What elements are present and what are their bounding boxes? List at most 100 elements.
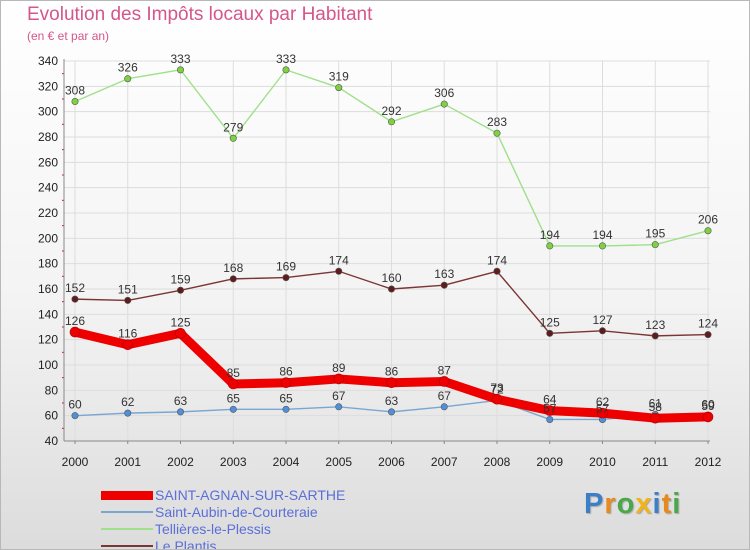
data-label: 163: [434, 267, 454, 281]
data-label: 57: [596, 401, 610, 415]
data-label: 60: [68, 398, 82, 412]
y-tick-label: 100: [38, 358, 58, 372]
y-tick-label: 80: [45, 383, 59, 397]
data-label: 333: [276, 52, 296, 66]
data-point: [335, 403, 343, 411]
data-label: 86: [279, 365, 293, 379]
data-point: [333, 373, 345, 385]
data-label: 308: [65, 84, 85, 98]
data-label: 116: [118, 327, 137, 341]
data-point: [387, 408, 395, 416]
legend-swatch: [101, 528, 153, 530]
data-point: [229, 134, 237, 142]
data-label: 195: [645, 227, 665, 241]
data-label: 126: [65, 314, 85, 328]
data-point: [71, 412, 79, 420]
data-point: [71, 295, 79, 303]
chart-subtitle: (en € et par an): [27, 29, 110, 43]
data-point: [124, 409, 132, 417]
data-label: 151: [118, 282, 138, 296]
data-label: 174: [487, 253, 507, 267]
data-point: [440, 281, 448, 289]
x-tick-label: 2011: [642, 455, 668, 469]
data-point: [491, 393, 503, 405]
data-point: [702, 411, 714, 423]
data-label: 64: [543, 393, 557, 407]
data-label: 89: [332, 361, 346, 375]
data-point: [546, 242, 554, 250]
data-label: 333: [170, 52, 190, 66]
data-label: 169: [276, 260, 296, 274]
data-point: [440, 100, 448, 108]
data-point: [544, 405, 556, 416]
data-label: 73: [490, 381, 504, 395]
data-point: [177, 286, 185, 294]
legend-swatch: [101, 545, 153, 547]
data-point: [387, 118, 395, 126]
data-label: 62: [121, 395, 135, 409]
y-tick-label: 300: [38, 105, 58, 119]
x-tick-label: 2008: [484, 455, 511, 469]
data-label: 124: [698, 317, 718, 331]
y-tick-label: 160: [38, 282, 58, 296]
data-point: [282, 66, 290, 74]
data-point: [704, 331, 712, 339]
data-point: [335, 267, 343, 275]
x-tick-label: 2006: [378, 455, 405, 469]
data-label: 306: [434, 86, 454, 100]
x-tick-label: 2003: [220, 455, 247, 469]
data-label: 125: [170, 315, 190, 329]
legend-label: Saint-Aubin-de-Courteraie: [155, 504, 318, 520]
data-label: 194: [592, 228, 612, 242]
data-point: [282, 405, 290, 413]
data-label: 206: [698, 213, 718, 227]
data-point: [440, 403, 448, 411]
data-label: 63: [174, 394, 188, 408]
data-label: 279: [223, 120, 243, 134]
data-label: 72: [490, 382, 504, 396]
y-tick-label: 120: [38, 333, 58, 347]
data-label: 159: [170, 272, 190, 286]
data-label: 283: [487, 115, 507, 129]
x-tick-label: 2010: [589, 455, 616, 469]
legend-label: SAINT-AGNAN-SUR-SARTHE: [155, 487, 346, 503]
data-label: 85: [227, 366, 241, 380]
x-tick-label: 2002: [167, 455, 194, 469]
data-label: 194: [540, 228, 560, 242]
data-label: 62: [596, 395, 610, 409]
data-point: [229, 405, 237, 413]
data-label: 174: [329, 253, 349, 267]
y-tick-label: 40: [45, 434, 59, 448]
data-label: 65: [227, 391, 241, 405]
data-label: 292: [381, 104, 401, 118]
y-tick-label: 240: [38, 181, 58, 195]
data-point: [175, 328, 186, 339]
data-label: 125: [540, 315, 560, 329]
data-label: 58: [649, 400, 663, 414]
data-point: [649, 412, 661, 424]
y-tick-label: 340: [38, 54, 58, 68]
x-tick-label: 2005: [325, 455, 352, 469]
y-tick-label: 280: [38, 130, 58, 144]
data-label: 319: [329, 70, 349, 84]
y-tick-label: 320: [38, 79, 58, 93]
x-tick-label: 2004: [273, 455, 300, 469]
data-point: [651, 332, 659, 340]
data-point: [651, 241, 659, 249]
data-point: [493, 129, 501, 137]
legend-swatch: [101, 490, 153, 500]
x-tick-label: 2001: [114, 455, 141, 469]
data-point: [124, 296, 132, 304]
data-point: [598, 242, 606, 250]
data-label: 67: [332, 389, 346, 403]
x-tick-label: 2007: [431, 455, 458, 469]
y-tick-label: 200: [38, 231, 58, 245]
x-tick-label: 2009: [536, 455, 563, 469]
legend-label: Le Plantis: [155, 538, 217, 550]
x-tick-label: 2000: [62, 455, 89, 469]
y-tick-label: 260: [38, 155, 58, 169]
data-label: 168: [223, 261, 243, 275]
data-label: 61: [649, 396, 663, 410]
